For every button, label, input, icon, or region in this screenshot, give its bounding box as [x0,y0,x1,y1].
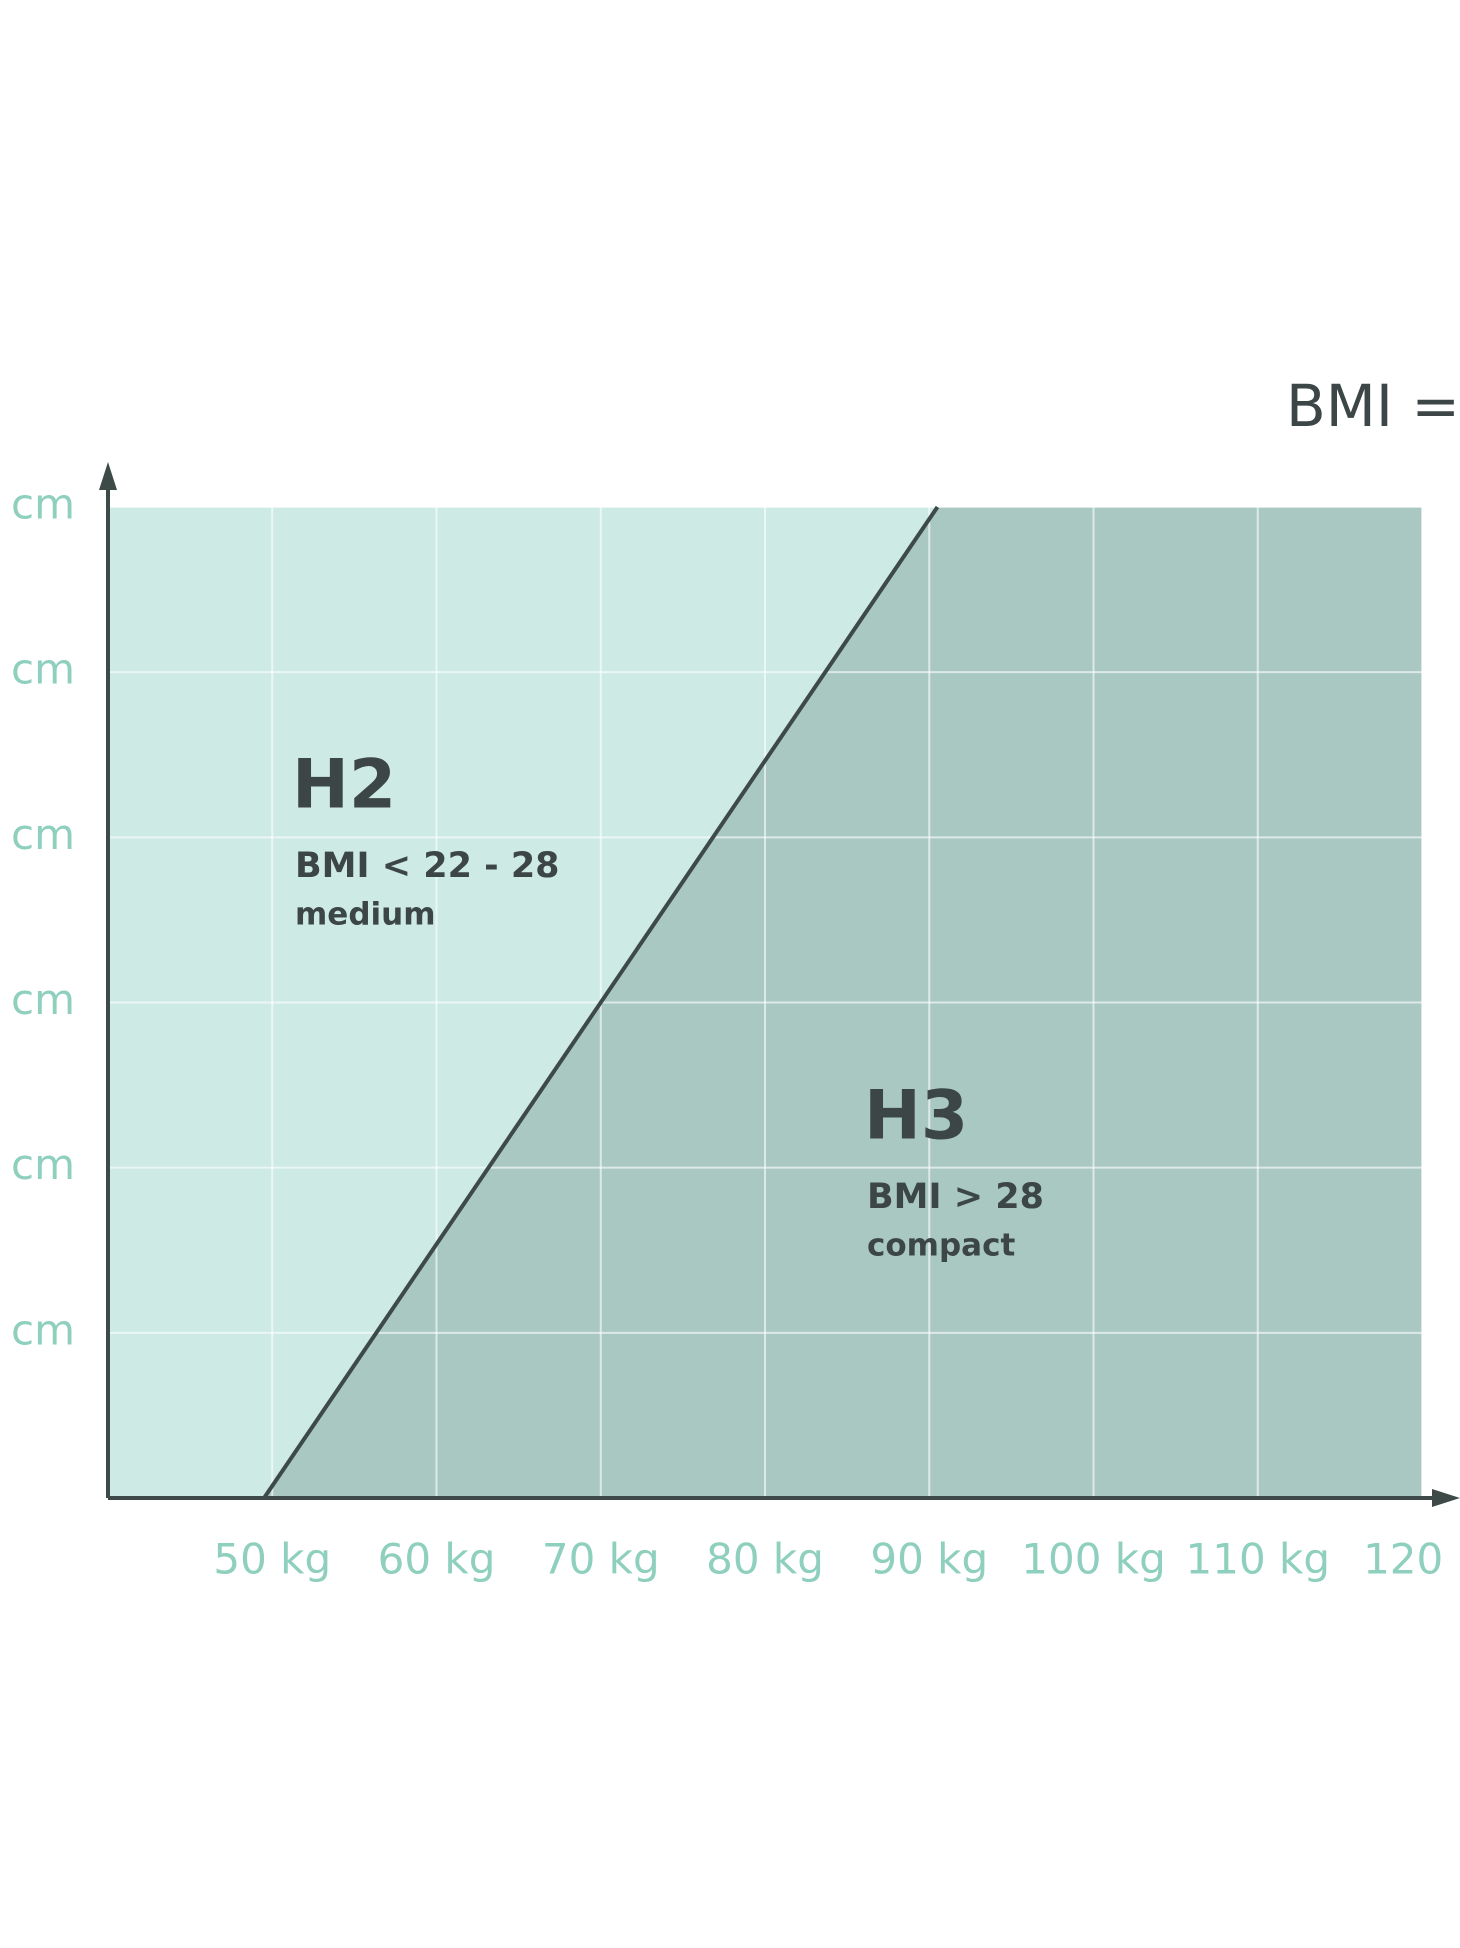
region-label: medium [295,897,436,933]
chart-title: BMI = [1286,372,1460,440]
x-tick-label: 60 kg [378,1535,496,1584]
x-tick-label: 100 kg [1021,1535,1166,1584]
y-tick-label: cm [11,645,75,694]
region-description: BMI > 28 [867,1177,1044,1217]
y-tick-label: cm [11,1305,75,1354]
region-name: H2 [292,746,396,825]
x-tick-label: 70 kg [542,1535,660,1584]
y-tick-label: cm [11,1140,75,1189]
x-tick-label: 120 k [1363,1535,1460,1584]
x-tick-label: 80 kg [706,1535,824,1584]
x-tick-label: 110 kg [1186,1535,1331,1584]
boundary-line [262,505,940,1500]
region-label: compact [867,1228,1015,1264]
region-name: H3 [864,1077,968,1156]
x-tick-label: 50 kg [213,1535,331,1584]
y-tick-label: cm [11,975,75,1024]
x-tick-label: 90 kg [870,1535,988,1584]
y-tick-label: cm [11,810,75,859]
region-description: BMI < 22 - 28 [295,846,560,886]
y-tick-label: cm [11,480,75,529]
x-axis-arrow [1432,1489,1460,1507]
y-axis-arrow [99,462,117,490]
